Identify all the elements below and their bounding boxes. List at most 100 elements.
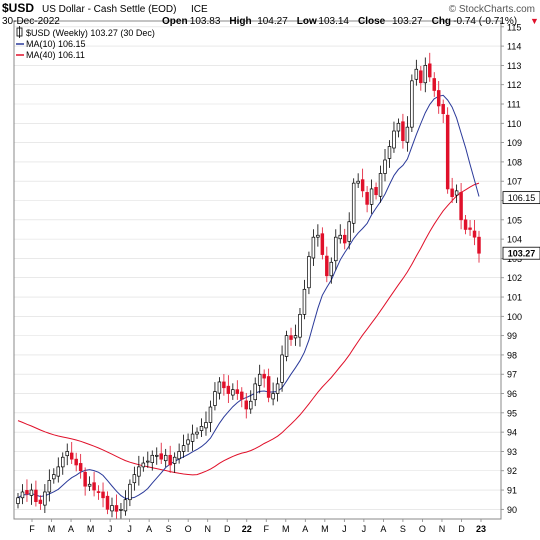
candle-body-32 xyxy=(159,453,163,460)
candle-body-102 xyxy=(472,230,477,238)
candle-body-65 xyxy=(307,256,311,289)
candle-30 xyxy=(150,450,155,471)
candle-51 xyxy=(244,392,248,419)
x-tick-label-22: D xyxy=(458,524,465,534)
candle-body-28 xyxy=(141,462,146,468)
candle-body-62 xyxy=(293,335,298,339)
candle-body-101 xyxy=(468,227,472,230)
legend-price-label: $USD (Weekly) 103.27 (30 Dec) xyxy=(26,28,155,38)
candle-body-94 xyxy=(436,90,441,107)
candle-body-78 xyxy=(365,192,369,205)
candle-body-77 xyxy=(360,179,365,192)
ohlc-label-0: Open xyxy=(162,16,188,27)
x-tick-label-17: J xyxy=(362,524,367,534)
candle-62 xyxy=(293,324,298,346)
x-tick-label-6: A xyxy=(146,524,152,534)
ohlc-readout: Open 103.83 High 104.27 Low 103.14 Close 103.27… xyxy=(162,16,539,27)
candle-body-6 xyxy=(43,491,47,506)
candle-11 xyxy=(65,443,69,466)
candle-97 xyxy=(450,177,454,204)
price-tag-box-1 xyxy=(502,246,540,260)
candle-38 xyxy=(186,433,190,453)
candle-body-89 xyxy=(414,68,419,80)
candle-body-103 xyxy=(477,236,481,254)
candle-4 xyxy=(34,480,38,507)
candle-body-3 xyxy=(29,489,34,496)
x-axis: F M A M J J A S O N D 22 F M A M J J A S O N D 23 xyxy=(29,519,486,534)
candle-87 xyxy=(405,116,410,152)
candle-body-22 xyxy=(114,505,119,512)
candle-body-18 xyxy=(96,491,101,493)
x-tick-label-15: M xyxy=(321,524,329,534)
candle-41 xyxy=(199,418,204,437)
candle-13 xyxy=(74,452,78,472)
candle-body-19 xyxy=(101,491,105,499)
legend-ma10-label: MA(10) 106.15 xyxy=(26,39,86,49)
candle-body-7 xyxy=(47,480,52,493)
candle-body-79 xyxy=(369,188,374,205)
ohlc-value-0: 103.83 xyxy=(190,16,221,27)
candle-body-85 xyxy=(396,122,401,132)
candle-69 xyxy=(325,246,329,283)
candle-body-15 xyxy=(83,471,87,487)
candle-33 xyxy=(163,448,168,468)
candle-body-47 xyxy=(226,385,231,394)
candle-body-64 xyxy=(302,288,307,315)
candle-26 xyxy=(132,466,137,491)
candle-89 xyxy=(414,59,419,86)
candle-body-87 xyxy=(405,126,410,143)
x-tick-label-19: S xyxy=(400,524,406,534)
candle-body-51 xyxy=(244,400,248,410)
candle-body-99 xyxy=(459,192,463,221)
candle-95 xyxy=(441,99,445,124)
candle-54 xyxy=(257,364,262,394)
candle-body-57 xyxy=(271,393,275,400)
candle-27 xyxy=(137,455,141,486)
x-tick-label-16: J xyxy=(342,524,347,534)
candle-body-92 xyxy=(428,63,432,78)
candle-body-27 xyxy=(137,466,141,477)
candle-body-83 xyxy=(387,146,392,159)
ohlc-value-1: 104.27 xyxy=(257,16,288,27)
candle-body-63 xyxy=(298,314,302,338)
candle-49 xyxy=(235,380,240,400)
candle-body-53 xyxy=(253,383,257,401)
candle-57 xyxy=(271,382,275,406)
candle-85 xyxy=(396,118,401,138)
candle-66 xyxy=(311,229,316,266)
y-tick-label-24: 114 xyxy=(507,42,521,52)
price-tag-box-0 xyxy=(502,191,540,205)
candle-body-73 xyxy=(342,234,347,244)
candle-58 xyxy=(275,377,280,402)
candle-35 xyxy=(172,452,177,473)
candle-20 xyxy=(105,491,110,515)
y-tick-label-21: 111 xyxy=(507,100,521,110)
candle-74 xyxy=(347,212,351,250)
y-tick-label-8: 98 xyxy=(507,350,517,360)
candle-body-96 xyxy=(445,114,450,190)
price-tag-label-1: 103.27 xyxy=(508,249,536,259)
candle-body-5 xyxy=(38,499,43,504)
price-tags: 106.15 103.27 xyxy=(502,191,540,260)
candle-body-86 xyxy=(401,121,405,142)
candle-body-4 xyxy=(34,489,38,502)
candle-81 xyxy=(378,165,383,203)
ohlc-value-2: 103.14 xyxy=(318,16,349,27)
x-tick-label-13: M xyxy=(282,524,290,534)
candle-28 xyxy=(141,456,146,472)
candle-body-52 xyxy=(249,400,253,410)
y-tick-label-17: 107 xyxy=(507,177,522,187)
candle-body-90 xyxy=(419,70,423,84)
candle-18 xyxy=(96,485,101,500)
candle-32 xyxy=(159,442,163,464)
y-tick-label-12: 102 xyxy=(507,273,522,283)
y-tick-label-4: 94 xyxy=(507,428,517,438)
y-tick-label-20: 110 xyxy=(507,119,521,129)
ma10-line xyxy=(17,94,480,500)
candle-102 xyxy=(472,220,477,246)
candle-body-69 xyxy=(325,255,329,277)
candle-64 xyxy=(302,279,307,320)
y-tick-label-19: 109 xyxy=(507,138,522,148)
candle-14 xyxy=(78,453,83,479)
candle-21 xyxy=(110,497,114,518)
